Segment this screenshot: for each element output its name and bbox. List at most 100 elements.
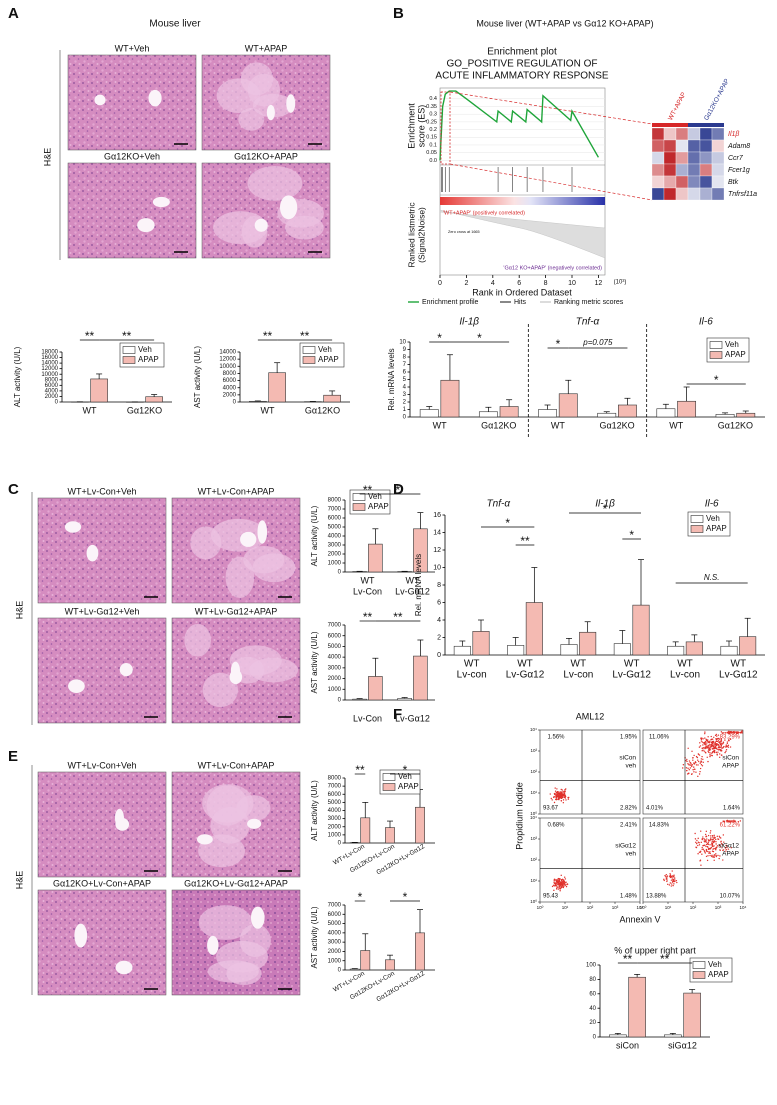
legend-swatch [690,515,704,523]
event-dot [699,770,701,773]
necrotic-area [198,905,253,940]
histology-image [37,771,167,878]
event-dot [558,795,561,798]
necrotic-area [243,545,285,574]
event-dot [704,737,706,739]
x-tick-label: WT [551,420,565,430]
significance-label: ** [660,952,670,966]
event-dot [696,839,698,842]
error-bar [619,630,626,644]
y-tick-label: 0 [593,1035,597,1041]
event-dot [730,847,733,849]
event-dot [697,753,700,755]
legend-label: APAP [138,355,159,364]
event-dot [698,746,701,748]
event-dot [722,859,724,861]
event-dot [559,791,561,793]
error-bar [742,410,749,414]
bar [413,655,428,701]
significance-label: ** [363,610,373,624]
legend-swatch [302,356,316,364]
event-dot [550,797,552,800]
event-dot [562,886,565,889]
heatmap-cell [663,139,677,153]
x-tick-label: WT [677,659,693,670]
y-tick-label: 5000 [328,644,342,650]
event-dot [560,882,563,884]
error-bar [372,528,379,545]
event-dot [565,799,567,801]
event-dot [720,749,723,752]
sample-label: siCon [619,755,636,762]
event-dot [674,879,676,881]
event-dot [704,742,707,744]
event-dot [704,751,707,754]
error-bar [584,621,591,633]
error-bar [722,412,729,415]
event-dot [693,771,695,773]
vessel [257,520,268,544]
event-dot [727,744,730,747]
event-dot [670,885,672,887]
event-dot [712,837,714,839]
legend-label: APAP [725,350,746,359]
y-tick-label: 3000 [328,816,342,822]
bar [632,604,650,656]
legend-swatch [709,341,723,349]
event-dot [713,736,715,738]
y-tick-label: 10³ [530,748,537,753]
event-dot [721,847,723,849]
y-tick-label: 0 [338,968,342,974]
event-dot [686,760,688,763]
bar [349,968,360,971]
chart-title: % of upper right part [614,945,696,955]
image-label: Gα12KO+Lv-Con+APAP [53,878,151,888]
sample-label: veh [626,851,637,858]
event-dot [690,762,692,765]
error-bar [662,403,669,409]
event-dot [710,837,712,839]
event-dot [705,855,708,858]
x-tick-label: Lv-Gα12 [506,670,545,681]
event-dot [564,795,567,798]
event-dot [704,744,707,746]
event-dot [702,749,704,751]
vessel [94,94,106,106]
sample-label: APAP [722,763,739,770]
event-dot [688,772,690,774]
legend-label: Ranking metric scores [554,299,624,306]
event-dot [699,860,701,862]
event-dot [707,855,709,857]
event-dot [709,851,711,853]
event-dot [699,745,702,747]
event-dot [704,740,707,743]
bar [664,1034,682,1038]
zoom-box [440,91,451,165]
heatmap-cell [711,139,725,153]
bar [736,412,756,418]
heatmap-cell [687,127,701,141]
event-dot [719,845,721,847]
event-dot [709,844,711,846]
quadrant-value: 13.88% [646,894,667,900]
x-tick-label: 4 [491,280,495,287]
zoom-line [449,163,653,201]
y-tick-label: 1 [403,407,407,413]
quadrant-value: 61.22% [720,823,741,829]
event-dot [713,845,715,847]
event-dot [714,746,717,748]
event-dot [706,756,708,759]
legend-label: Veh [318,345,332,354]
error-bar [691,634,698,642]
y-tick-label: 10¹ [530,878,537,883]
event-dot [687,747,689,750]
event-dot [712,845,714,848]
event-dot [715,751,718,754]
event-dot [720,754,723,756]
event-dot [720,841,722,843]
y-tick-label: 6000 [328,633,342,639]
event-dot [705,835,708,838]
event-dot [667,883,669,886]
image-label: WT+Lv-Con+Veh [67,760,136,770]
event-dot [668,884,671,886]
